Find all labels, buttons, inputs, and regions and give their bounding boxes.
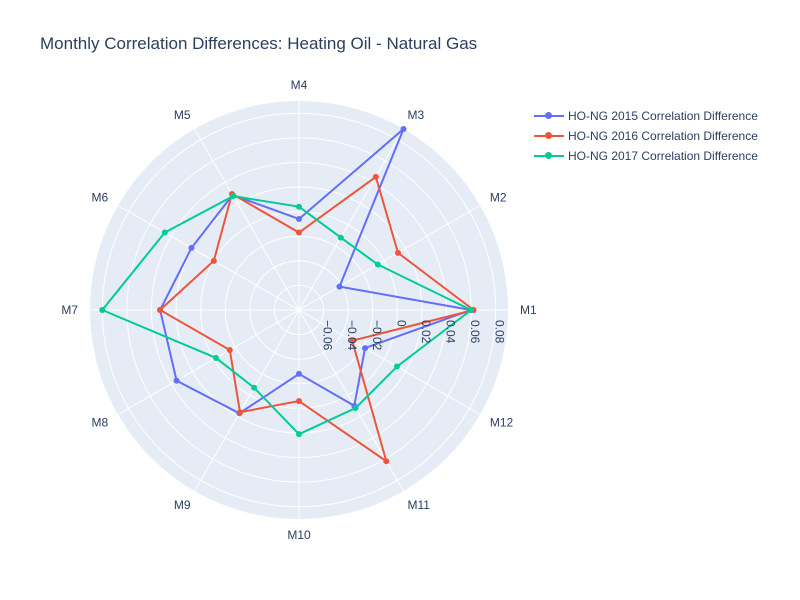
radial-tick-label: 0.06 xyxy=(468,320,482,344)
angular-tick-label: M5 xyxy=(174,108,191,122)
legend-swatch xyxy=(534,150,564,162)
legend-swatch xyxy=(534,130,564,142)
data-point[interactable] xyxy=(296,370,302,377)
data-point[interactable] xyxy=(296,397,302,404)
angular-gridline xyxy=(298,205,481,311)
legend-label: HO-NG 2016 Correlation Difference xyxy=(568,129,758,143)
polar-grid xyxy=(90,101,508,519)
data-point[interactable] xyxy=(188,244,195,251)
data-point[interactable] xyxy=(336,283,343,290)
legend-item[interactable]: HO-NG 2017 Correlation Difference xyxy=(534,146,758,166)
radial-tick-label: −0.04 xyxy=(345,320,359,351)
data-point[interactable] xyxy=(210,257,217,264)
angular-gridline xyxy=(117,205,300,311)
angular-tick-label: M2 xyxy=(490,191,507,205)
data-point[interactable] xyxy=(230,193,237,200)
data-point[interactable] xyxy=(296,203,302,210)
data-point[interactable] xyxy=(395,249,402,256)
data-point[interactable] xyxy=(393,363,400,370)
data-point[interactable] xyxy=(212,354,219,361)
data-point[interactable] xyxy=(99,307,106,313)
series-layer xyxy=(99,126,477,465)
angular-tick-label: M8 xyxy=(91,416,108,430)
angular-tick-label: M11 xyxy=(408,498,431,512)
data-point[interactable] xyxy=(161,229,168,236)
data-point[interactable] xyxy=(374,261,381,268)
data-point[interactable] xyxy=(236,409,243,416)
data-point[interactable] xyxy=(383,458,390,465)
legend: HO-NG 2015 Correlation Difference HO-NG 2… xyxy=(534,106,758,166)
data-point[interactable] xyxy=(226,346,233,353)
angular-tick-label: M7 xyxy=(61,303,78,317)
data-point[interactable] xyxy=(251,384,258,391)
data-point[interactable] xyxy=(157,307,164,313)
legend-swatch xyxy=(534,110,564,122)
radial-tick-label: 0.08 xyxy=(493,320,507,344)
radial-tick-label: −0.06 xyxy=(321,320,335,351)
data-point[interactable] xyxy=(296,216,302,223)
radial-tick-label: 0.04 xyxy=(444,320,458,344)
chart-title: Monthly Correlation Differences: Heating… xyxy=(40,34,478,53)
data-point[interactable] xyxy=(296,431,302,438)
data-point[interactable] xyxy=(296,229,302,236)
angular-tick-label: M6 xyxy=(91,191,108,205)
angular-gridline xyxy=(194,128,300,311)
data-point[interactable] xyxy=(349,337,356,344)
angular-tick-label: M1 xyxy=(520,303,537,317)
data-point[interactable] xyxy=(362,345,369,352)
radial-tick-label: −0.02 xyxy=(370,320,384,351)
data-point[interactable] xyxy=(173,377,180,384)
angular-tick-label: M12 xyxy=(490,416,514,430)
angular-gridline xyxy=(194,309,300,492)
angular-tick-label: M10 xyxy=(287,528,311,542)
axis-labels: M1 M2 M3 M4 M5 M6 M7 M8 M9 M10 M11 M12 −0.06 −0.04 −0.… xyxy=(61,78,537,542)
angular-tick-label: M9 xyxy=(174,498,191,512)
angular-gridline xyxy=(117,309,300,415)
data-point[interactable] xyxy=(400,126,407,133)
data-point[interactable] xyxy=(337,234,344,241)
radial-tick-label: 0 xyxy=(394,320,408,327)
data-point[interactable] xyxy=(372,173,379,180)
legend-item[interactable]: HO-NG 2016 Correlation Difference xyxy=(534,126,758,146)
legend-item[interactable]: HO-NG 2015 Correlation Difference xyxy=(534,106,758,126)
data-point[interactable] xyxy=(352,404,359,411)
angular-gridline xyxy=(298,128,404,311)
angular-tick-label: M3 xyxy=(408,108,425,122)
legend-label: HO-NG 2017 Correlation Difference xyxy=(568,149,758,163)
angular-gridline xyxy=(298,309,481,415)
angular-tick-label: M4 xyxy=(291,78,308,92)
legend-label: HO-NG 2015 Correlation Difference xyxy=(568,109,758,123)
radial-tick-label: 0.02 xyxy=(419,320,433,344)
data-point[interactable] xyxy=(468,307,475,313)
